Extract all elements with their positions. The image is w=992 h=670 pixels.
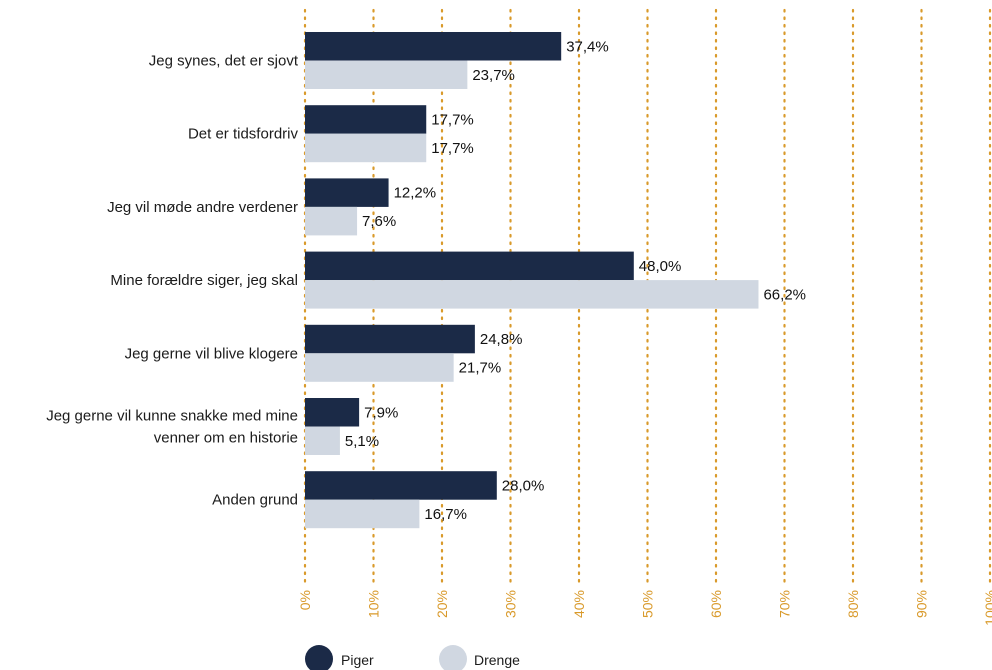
bar-drenge xyxy=(305,206,358,236)
legend-marker-drenge xyxy=(439,645,467,670)
tick-label: 40% xyxy=(571,590,587,618)
value-label: 37,4% xyxy=(566,38,609,55)
bar-piger xyxy=(305,105,427,134)
category-label: Mine forældre siger, jeg skal xyxy=(110,272,298,289)
bar-drenge xyxy=(305,60,468,89)
tick-label: 90% xyxy=(914,590,930,618)
legend: Piger Drenge xyxy=(305,645,520,670)
value-label: 17,7% xyxy=(431,140,474,157)
tick-label: 20% xyxy=(434,590,450,618)
tick-label: 60% xyxy=(708,590,724,618)
value-label: 66,2% xyxy=(763,286,806,303)
bars xyxy=(305,32,759,529)
value-label: 23,7% xyxy=(472,67,515,84)
tick-label: 30% xyxy=(503,590,519,618)
category-label: Anden grund xyxy=(212,492,298,509)
bar-piger xyxy=(305,398,360,427)
bar-drenge xyxy=(305,426,340,455)
category-labels: Jeg synes, det er sjovt Det er tidsfordri… xyxy=(46,53,299,509)
bar-piger xyxy=(305,324,475,354)
value-label: 48,0% xyxy=(639,258,682,275)
value-label: 17,7% xyxy=(431,111,474,128)
legend-label: Piger xyxy=(341,652,374,668)
category-label: Jeg synes, det er sjovt xyxy=(149,53,299,70)
value-label: 21,7% xyxy=(459,360,502,377)
bar-drenge xyxy=(305,353,454,382)
legend-marker-piger xyxy=(305,645,333,670)
bar-piger xyxy=(305,178,389,207)
value-labels: 37,4% 23,7% 17,7% 17,7% 12,2% 7,6% 48,0% 66,2% 2… xyxy=(345,38,806,523)
tick-label: 0% xyxy=(297,590,313,610)
x-axis-ticks: 0% 10% 20% 30% 40% 50% 60% 70% 80% 90% 100% xyxy=(297,590,992,626)
bar-drenge xyxy=(305,280,759,309)
value-label: 16,7% xyxy=(424,506,467,523)
value-label: 12,2% xyxy=(394,185,437,202)
category-label: venner om en historie xyxy=(154,430,298,447)
tick-label: 80% xyxy=(845,590,861,618)
value-label: 7,6% xyxy=(362,213,396,230)
bar-piger xyxy=(305,471,497,500)
value-label: 5,1% xyxy=(345,433,379,450)
bar-piger xyxy=(305,251,634,281)
tick-label: 100% xyxy=(982,590,992,626)
bar-piger xyxy=(305,32,562,61)
bar-drenge xyxy=(305,499,420,529)
tick-label: 50% xyxy=(640,590,656,618)
value-label: 28,0% xyxy=(502,477,545,494)
value-label: 7,9% xyxy=(364,404,398,421)
category-label: Det er tidsfordriv xyxy=(188,126,299,143)
tick-label: 70% xyxy=(777,590,793,618)
bar-drenge xyxy=(305,133,427,163)
value-label: 24,8% xyxy=(480,331,523,348)
category-label: Jeg gerne vil kunne snakke med mine xyxy=(46,408,298,425)
category-label: Jeg gerne vil blive klogere xyxy=(125,345,298,362)
tick-label: 10% xyxy=(366,590,382,618)
category-label: Jeg vil møde andre verdener xyxy=(107,199,298,216)
legend-label: Drenge xyxy=(474,652,520,668)
